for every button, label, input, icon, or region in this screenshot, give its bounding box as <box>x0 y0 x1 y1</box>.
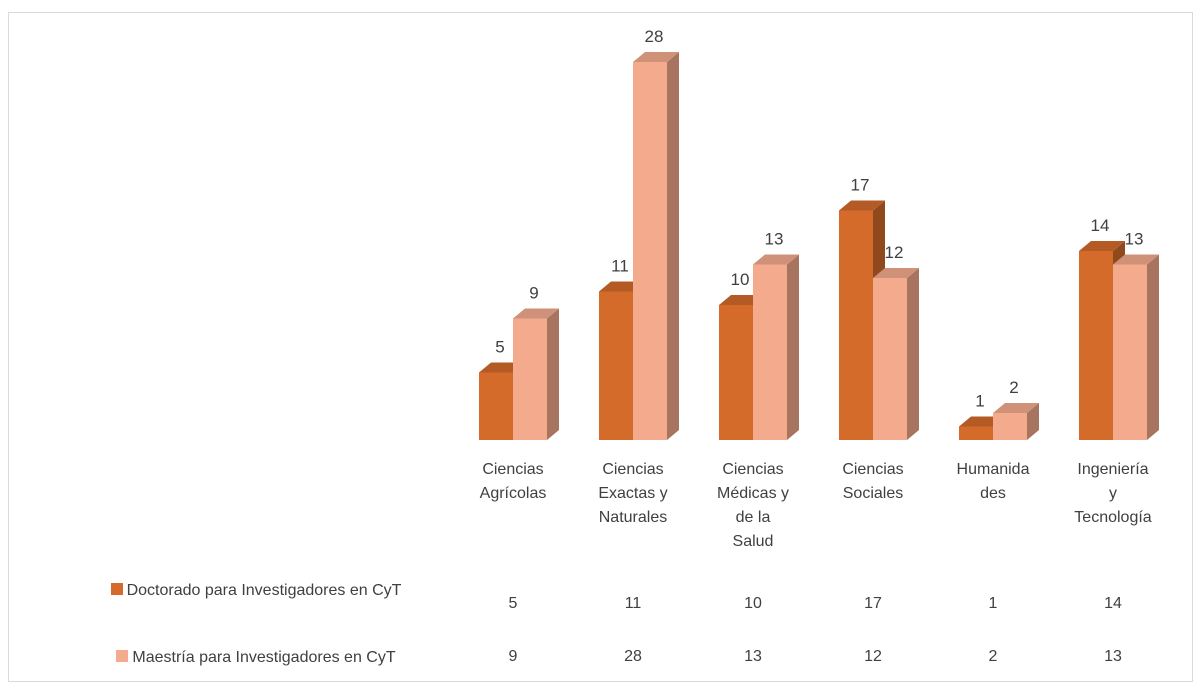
value-label: 17 <box>851 176 870 195</box>
bar-front <box>479 372 513 440</box>
bar <box>1113 254 1159 440</box>
value-label: 13 <box>1125 230 1144 249</box>
legend-label: Doctorado para Investigadores en CyT <box>126 582 402 599</box>
bar-front <box>1113 264 1147 440</box>
bar-front <box>753 264 787 440</box>
table-value: 2 <box>988 648 998 665</box>
bar-front <box>719 305 753 440</box>
value-label: 11 <box>611 257 629 276</box>
bar-side <box>667 52 679 440</box>
bar-front <box>513 318 547 440</box>
table-value: 12 <box>864 648 882 665</box>
bar <box>753 254 799 440</box>
bar-front <box>873 278 907 440</box>
bar <box>633 52 679 440</box>
x-tick-label: Humanidades <box>956 461 1030 502</box>
value-label: 2 <box>1009 378 1018 397</box>
value-label: 13 <box>765 230 784 249</box>
value-label: 14 <box>1091 216 1110 235</box>
bar-top <box>1113 254 1159 265</box>
bar-front <box>959 426 993 440</box>
legend-entry: Doctorado para Investigadores en CyT <box>64 579 448 603</box>
bar-top <box>839 200 885 211</box>
bar-side <box>1027 403 1039 440</box>
bar-front <box>993 413 1027 440</box>
table-value: 13 <box>744 648 762 665</box>
legend-entry: Maestría para Investigadores en CyT <box>64 646 448 670</box>
bar <box>993 403 1039 440</box>
table-value: 28 <box>624 648 642 665</box>
x-tick-label: Ciencias Sociales <box>842 461 904 502</box>
x-tick-label: Ciencias Médicas y de la Salud <box>716 461 790 550</box>
bar <box>873 268 919 440</box>
bar-side <box>787 254 799 440</box>
table-value: 13 <box>1104 648 1122 665</box>
bar-front <box>599 291 633 440</box>
bar-side <box>547 308 559 440</box>
bar-top <box>993 403 1039 413</box>
bar-top <box>873 268 919 278</box>
bar-top <box>633 52 679 62</box>
legend-label: Maestría para Investigadores en CyT <box>132 649 396 666</box>
x-tick-label: Ingeniería y Tecnología <box>1074 461 1152 526</box>
value-label: 9 <box>529 284 538 303</box>
bar-top <box>513 308 559 319</box>
table-value: 14 <box>1104 595 1122 612</box>
table-value: 1 <box>988 595 998 612</box>
table-value: 11 <box>624 595 642 612</box>
bar-side <box>1147 254 1159 440</box>
value-label: 10 <box>731 270 750 289</box>
table-value: 10 <box>744 595 762 612</box>
value-label: 5 <box>495 338 504 357</box>
value-label: 1 <box>975 392 984 411</box>
legend-swatch <box>116 650 129 662</box>
table-value: 5 <box>508 595 518 612</box>
value-label: 28 <box>645 27 664 46</box>
bar-front <box>1079 251 1113 440</box>
x-tick-label: Ciencias Exactas y Naturales <box>598 461 668 526</box>
x-tick-label: Ciencias Agrícolas <box>479 461 547 502</box>
bar-front <box>839 210 873 440</box>
value-label: 12 <box>885 243 904 262</box>
bar-top <box>753 254 799 265</box>
bar-top <box>1079 241 1125 251</box>
table-value: 9 <box>508 648 518 665</box>
bar-side <box>907 268 919 440</box>
table-value: 17 <box>864 595 882 612</box>
bar-front <box>633 62 667 440</box>
bar <box>513 308 559 440</box>
legend-swatch <box>110 583 123 595</box>
